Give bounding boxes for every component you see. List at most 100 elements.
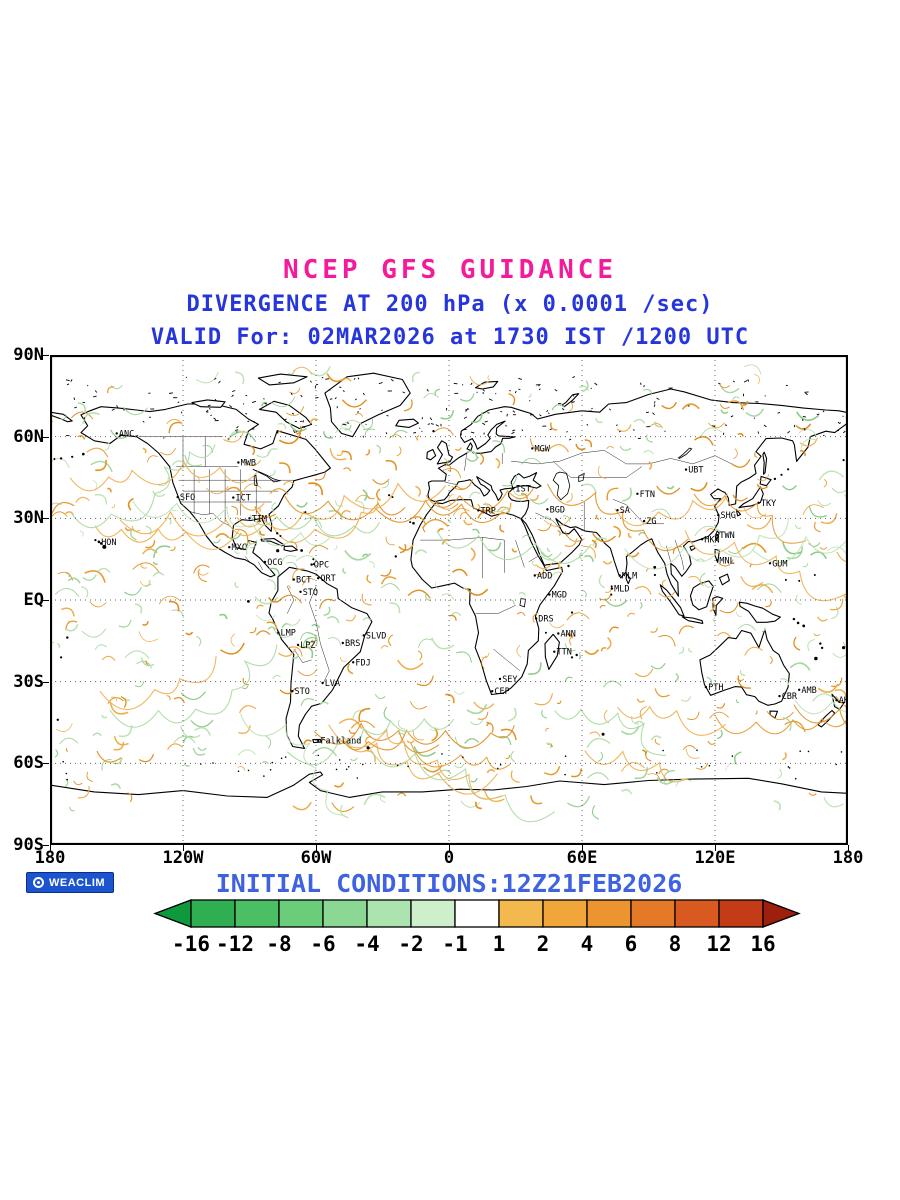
lat-tick-label: 60N <box>13 426 44 447</box>
initial-conditions-text: INITIAL CONDITIONS:12Z21FEB2026 <box>215 869 683 898</box>
chart-valid-subtitle: VALID For: 02MAR2026 at 1730 IST /1200 U… <box>150 325 750 350</box>
colorbar-label: 8 <box>669 932 682 956</box>
station-label: MGW <box>535 444 551 454</box>
lat-tick-label: EQ <box>23 590 44 610</box>
station-dot <box>341 641 344 645</box>
station-dot <box>176 495 179 499</box>
gridlines-layer <box>50 355 848 845</box>
lon-tick-mark <box>50 845 51 851</box>
lakes-layer <box>252 447 693 608</box>
station-dot <box>237 461 240 464</box>
station-dot <box>291 690 294 693</box>
station-label: MWB <box>241 459 256 469</box>
colorbar-cell <box>630 899 676 928</box>
country-borders <box>138 436 738 685</box>
station-dot <box>491 690 494 693</box>
station-label: FDJ <box>355 658 370 668</box>
station-dot <box>716 534 719 537</box>
colorbar-arrow-right <box>762 899 801 928</box>
weaclim-logo-text: WEACLIM <box>49 876 106 889</box>
station-dot <box>292 578 295 581</box>
station-label: OCG <box>267 558 282 568</box>
land-layer <box>49 372 849 846</box>
station-dot <box>352 661 355 664</box>
station-label: CEP <box>494 687 509 697</box>
colorbar-cell <box>278 899 324 928</box>
lat-tick-label: 90N <box>13 345 44 365</box>
map-frame <box>49 354 849 846</box>
lat-tick-label: 30S <box>13 671 44 692</box>
colorbar-label: 2 <box>537 932 550 956</box>
station-dot <box>299 590 302 593</box>
station-dot <box>778 694 781 698</box>
station-label: SFO <box>180 493 195 503</box>
colorbar-arrow-left <box>153 899 192 928</box>
station-dot <box>717 513 720 517</box>
station-label: ANN <box>561 630 576 640</box>
station-label: OPC <box>314 561 329 571</box>
station-dot <box>512 487 515 490</box>
station-dot <box>704 685 708 689</box>
lat-tick-label: 90S <box>13 835 44 855</box>
station-dot <box>548 593 551 596</box>
station-dot <box>97 540 101 544</box>
station-label: DRS <box>538 615 553 625</box>
colorbar: -16 -12 -8 -6 -4 -2 -1 1 2 4 6 8 12 16 <box>153 899 801 956</box>
colorbar-cell <box>718 899 764 928</box>
station-label: STO <box>295 687 310 697</box>
colorbar-cell <box>190 899 236 928</box>
station-dot <box>835 699 838 702</box>
station-label: TWN <box>719 531 734 541</box>
station-label: MGD <box>552 591 567 601</box>
station-label: LVA <box>325 679 340 689</box>
arctic-detail-layer <box>62 376 846 781</box>
lon-tick-label: 60E <box>566 848 598 868</box>
lat-tick-mark <box>43 682 49 683</box>
station-dot <box>477 509 480 512</box>
station-label: MNL <box>719 556 734 566</box>
lat-tick-label: 60S <box>13 753 44 774</box>
station-label: TKY <box>761 499 776 509</box>
lat-tick-mark <box>43 355 49 356</box>
lon-tick-label: 0 <box>443 848 455 868</box>
lat-tick-mark <box>43 763 49 764</box>
lon-tick-mark <box>449 845 450 851</box>
colorbar-cell <box>674 899 720 928</box>
station-dot <box>362 634 365 637</box>
station-label: LPZ <box>300 641 315 651</box>
station-dot <box>531 447 534 450</box>
station-label: UBT <box>688 466 703 476</box>
colorbar-label: -2 <box>398 932 423 956</box>
station-dot <box>277 631 280 634</box>
station-dot <box>798 688 801 691</box>
station-dot <box>684 468 688 471</box>
station-dot <box>557 632 560 635</box>
colorbar-label: -1 <box>442 932 467 956</box>
colorbar-label: -4 <box>354 932 379 956</box>
station-label: HKN <box>704 535 719 545</box>
colorbar-label: 1 <box>493 932 506 956</box>
station-label: STO <box>303 588 318 598</box>
lon-tick-mark <box>582 845 583 851</box>
station-label: ANC <box>119 429 134 439</box>
station-label: TIM <box>252 514 267 524</box>
station-dot <box>768 562 772 565</box>
station-label: FTN <box>640 490 655 500</box>
station-dot <box>263 560 267 564</box>
station-dot <box>716 559 719 562</box>
colorbar-label: -8 <box>266 932 291 956</box>
station-label: SA <box>620 506 630 516</box>
station-label: BCT <box>296 576 311 586</box>
station-label: SLVD <box>366 631 386 641</box>
station-label: TRP <box>481 506 496 516</box>
station-dot <box>553 650 556 653</box>
station-dot <box>546 508 549 511</box>
lon-tick-mark <box>848 845 849 851</box>
station-label: Falkland <box>320 737 361 747</box>
station-label: PTH <box>708 683 723 693</box>
station-dot <box>232 496 235 499</box>
station-dot <box>321 681 324 685</box>
colorbar-label: 4 <box>581 932 594 956</box>
station-dot <box>610 587 614 590</box>
